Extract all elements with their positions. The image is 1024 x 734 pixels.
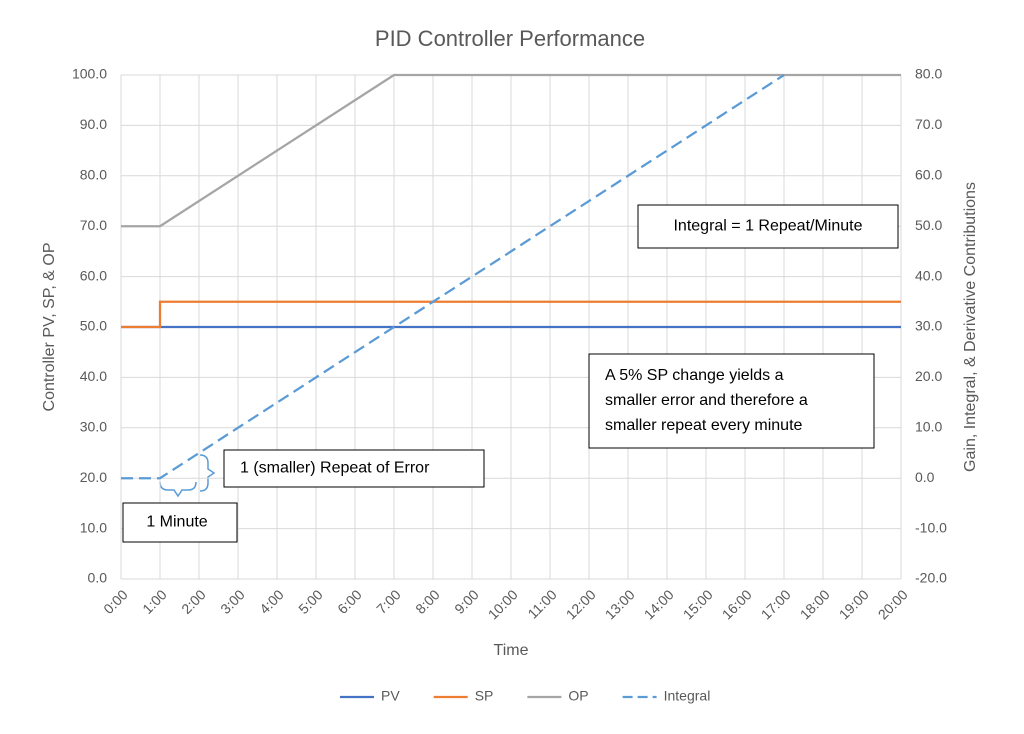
series-line: [121, 74, 785, 480]
y2-tick-label: -10.0: [915, 519, 947, 535]
annotation-text: Integral = 1 Repeat/Minute: [673, 218, 862, 235]
annotation-box: [122, 502, 238, 543]
legend-label: SP: [475, 688, 494, 704]
x-tick-label: 1:00: [139, 586, 170, 617]
brace: [199, 454, 216, 492]
y-tick-label: 10.0: [80, 519, 107, 535]
annotation-text: smaller error and therefore a: [605, 392, 808, 409]
x-tick-label: 10:00: [485, 586, 521, 622]
x-tick-label: 17:00: [758, 586, 794, 622]
series-line: [121, 300, 901, 329]
x-tick-label: 12:00: [563, 586, 599, 622]
y-axis-title: Controller PV, SP, & OP: [41, 243, 58, 412]
x-tick-label: 4:00: [256, 586, 287, 617]
y-tick-label: 90.0: [80, 116, 107, 132]
y-tick-label: 80.0: [80, 167, 107, 183]
x-tick-label: 20:00: [875, 586, 911, 622]
brace: [159, 481, 197, 498]
y-tick-label: 30.0: [80, 419, 107, 435]
x-tick-label: 0:00: [100, 586, 131, 617]
y2-tick-label: 0.0: [915, 469, 935, 485]
annotation-text: A 5% SP change yields a: [605, 367, 784, 384]
y2-tick-label: -20.0: [915, 570, 947, 586]
x-tick-label: 8:00: [412, 586, 443, 617]
y2-tick-label: 10.0: [915, 419, 942, 435]
y-tick-label: 50.0: [80, 318, 107, 334]
annotation-text: smaller repeat every minute: [605, 417, 803, 434]
y2-tick-label: 40.0: [915, 267, 942, 283]
y2-tick-label: 50.0: [915, 217, 942, 233]
y2-tick-label: 80.0: [915, 66, 942, 82]
annotation-box: [223, 449, 485, 488]
x-tick-label: 9:00: [451, 586, 482, 617]
annotation-text: 1 (smaller) Repeat of Error: [240, 460, 430, 477]
y2-tick-label: 70.0: [915, 116, 942, 132]
x-tick-label: 2:00: [178, 586, 209, 617]
y2-tick-label: 60.0: [915, 167, 942, 183]
y-tick-label: 40.0: [80, 368, 107, 384]
x-tick-label: 7:00: [373, 586, 404, 617]
y2-tick-label: 30.0: [915, 318, 942, 334]
y-tick-label: 20.0: [80, 469, 107, 485]
y2-tick-label: 20.0: [915, 368, 942, 384]
legend-label: Integral: [664, 688, 711, 704]
x-axis-title: Time: [494, 642, 529, 659]
annotation-text: 1 Minute: [146, 514, 207, 531]
annotation-box: [588, 353, 875, 449]
series-line: [121, 73, 901, 228]
y-tick-label: 0.0: [88, 570, 108, 586]
x-tick-label: 6:00: [334, 586, 365, 617]
x-tick-label: 15:00: [680, 586, 716, 622]
chart-title: PID Controller Performance: [375, 26, 645, 51]
x-tick-label: 16:00: [719, 586, 755, 622]
x-tick-label: 5:00: [295, 586, 326, 617]
x-tick-label: 14:00: [641, 586, 677, 622]
annotation-box: [637, 204, 899, 249]
y-tick-label: 60.0: [80, 267, 107, 283]
x-tick-label: 18:00: [797, 586, 833, 622]
y2-axis-title: Gain, Integral, & Derivative Contributio…: [962, 182, 979, 472]
y-tick-label: 100.0: [72, 66, 107, 82]
y-tick-label: 70.0: [80, 217, 107, 233]
x-tick-label: 11:00: [524, 586, 560, 622]
x-tick-label: 19:00: [836, 586, 872, 622]
x-tick-label: 3:00: [217, 586, 248, 617]
x-tick-label: 13:00: [602, 586, 638, 622]
legend-label: OP: [568, 688, 588, 704]
legend-label: PV: [381, 688, 400, 704]
